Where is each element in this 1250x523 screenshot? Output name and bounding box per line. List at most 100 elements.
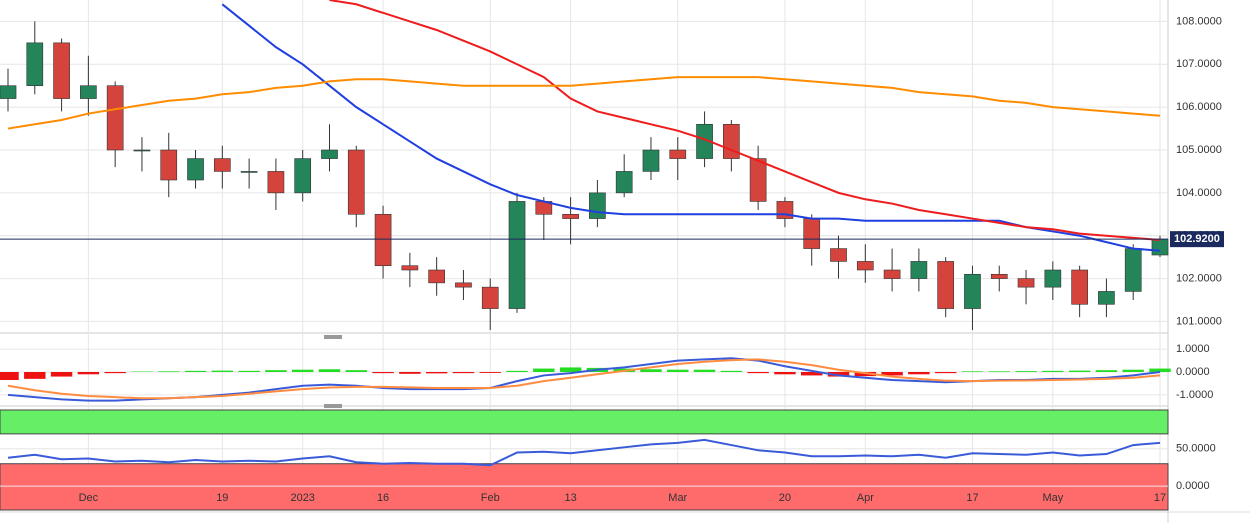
- candle-body: [374, 213, 392, 267]
- y-tick-label: 50.0000: [1176, 443, 1216, 455]
- y-tick-label: -1.0000: [1176, 389, 1213, 401]
- macd-bar: [533, 368, 555, 372]
- candle-body: [294, 158, 312, 194]
- candle-body: [213, 158, 231, 172]
- candle-body: [53, 42, 70, 99]
- resize-handle[interactable]: [324, 335, 342, 339]
- candle-body: [347, 149, 365, 215]
- candle-body: [642, 149, 660, 172]
- macd-bar: [961, 371, 984, 372]
- y-tick-label: 107.0000: [1176, 58, 1222, 70]
- macd-bar: [184, 370, 207, 372]
- y-tick-label: 102.0000: [1176, 272, 1222, 284]
- candle-body: [1044, 269, 1062, 288]
- macd-bar: [720, 370, 743, 372]
- macd-bar: [425, 372, 448, 374]
- line-series: [7, 76, 1161, 130]
- macd-bar: [506, 370, 528, 372]
- macd-bar: [1015, 371, 1037, 372]
- resize-handle[interactable]: [324, 404, 342, 408]
- macd-bar: [1095, 370, 1118, 372]
- line-series: [7, 438, 1161, 467]
- macd-bar: [345, 370, 367, 372]
- line-series: [221, 3, 1161, 252]
- x-tick-label: Feb: [481, 492, 500, 504]
- macd-bar: [934, 372, 957, 374]
- y-tick-label: 108.0000: [1176, 15, 1222, 27]
- candle-body: [589, 192, 606, 219]
- y-tick-label: 1.0000: [1176, 343, 1210, 355]
- macd-bar: [640, 369, 662, 372]
- macd-bar: [291, 369, 314, 372]
- candle-body: [26, 42, 44, 87]
- x-tick-label: Mar: [668, 492, 687, 504]
- x-tick-label: 19: [216, 492, 228, 504]
- y-tick-label: 0.0000: [1176, 480, 1210, 492]
- macd-bar: [479, 372, 501, 373]
- macd-bar: [774, 372, 796, 375]
- candle-body: [669, 149, 687, 159]
- macd-bar: [667, 369, 689, 372]
- candle-body: [321, 149, 338, 159]
- macd-bar: [318, 369, 341, 372]
- macd-bar: [801, 372, 823, 376]
- candle-body: [749, 158, 767, 202]
- line-series: [329, 0, 1161, 241]
- macd-bar: [104, 372, 126, 374]
- candle-body: [0, 85, 17, 99]
- y-tick-label: 104.0000: [1176, 187, 1222, 199]
- macd-bar: [988, 371, 1010, 372]
- line-series: [7, 358, 1161, 400]
- candle-body: [80, 85, 97, 99]
- macd-bar: [77, 372, 100, 375]
- candle-body: [187, 158, 204, 181]
- oversold-zone: [0, 463, 1169, 511]
- last-price-tag: [1170, 231, 1224, 248]
- candle-body: [964, 273, 981, 309]
- x-tick-label: Dec: [79, 492, 99, 504]
- macd-bar: [1068, 370, 1091, 372]
- macd-bar: [372, 372, 394, 374]
- candle-body: [1098, 291, 1115, 305]
- candle-body: [883, 269, 901, 279]
- y-tick-label: 0.0000: [1176, 366, 1210, 378]
- overbought-zone: [0, 409, 1169, 435]
- candle-body: [615, 171, 633, 194]
- y-tick-label: 101.0000: [1176, 315, 1222, 327]
- candle-body: [803, 218, 821, 249]
- macd-bar: [211, 370, 234, 372]
- last-price-label: 102.9200: [1174, 233, 1220, 245]
- macd-bar: [452, 372, 475, 374]
- macd-bar: [1122, 369, 1144, 372]
- macd-bar: [908, 372, 930, 375]
- macd-bar: [693, 369, 716, 372]
- y-tick-label: 105.0000: [1176, 144, 1222, 156]
- candle-body: [240, 171, 258, 173]
- candle-body: [1071, 269, 1088, 305]
- x-tick-label: 17: [1154, 492, 1166, 504]
- candle-body: [910, 261, 928, 279]
- macd-bar: [50, 372, 73, 377]
- candle-body: [508, 201, 526, 309]
- candle-body: [856, 261, 874, 271]
- x-tick-label: 2023: [290, 492, 314, 504]
- x-tick-label: May: [1042, 492, 1063, 504]
- candle-body: [1124, 248, 1142, 292]
- x-tick-label: 20: [779, 492, 791, 504]
- candle-body: [267, 171, 285, 194]
- candle-body: [133, 149, 151, 152]
- candle-body: [455, 282, 472, 288]
- candle-body: [990, 273, 1008, 279]
- candle-body: [428, 269, 445, 284]
- candle-body: [1017, 278, 1035, 288]
- macd-bar: [158, 371, 180, 372]
- macd-bar: [881, 372, 903, 376]
- macd-bar: [827, 372, 850, 377]
- candle-body: [106, 85, 124, 151]
- candle-body: [830, 248, 847, 262]
- macd-bar: [1042, 370, 1064, 372]
- macd-bar: [265, 370, 287, 372]
- candle-body: [723, 123, 740, 159]
